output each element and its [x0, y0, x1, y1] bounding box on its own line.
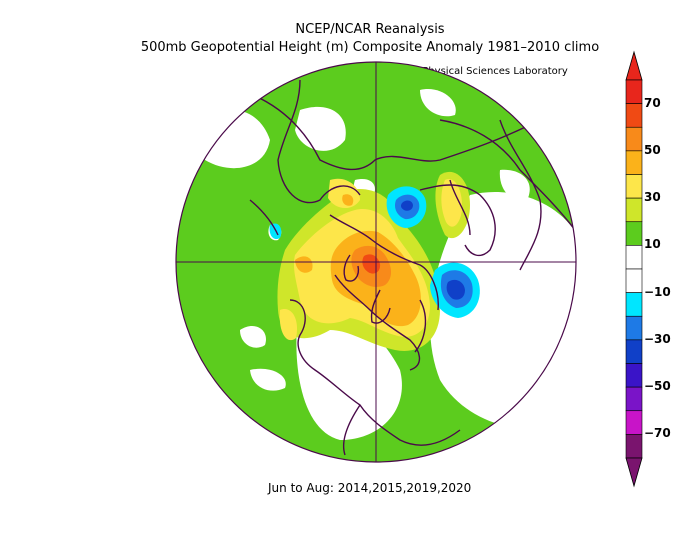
colorbar-swatch — [625, 434, 643, 459]
anomaly-50-70 — [342, 194, 354, 206]
colorbar-tick-label: −70 — [644, 426, 671, 441]
colorbar-swatch — [625, 150, 643, 175]
neutral-region — [499, 169, 530, 200]
colorbar-swatch — [625, 174, 643, 199]
colorbar-swatch — [625, 197, 643, 223]
neutral-region — [459, 338, 490, 364]
colorbar-swatch — [625, 292, 643, 317]
caption: Jun to Aug: 2014,2015,2019,2020 — [268, 481, 472, 495]
colorbar-min-arrow — [625, 457, 643, 488]
colorbar-swatch — [625, 79, 643, 104]
colorbar-swatch — [625, 315, 643, 341]
colorbar-swatch — [625, 103, 643, 128]
anomaly-50-70 — [295, 256, 313, 273]
colorbar-swatch — [625, 245, 643, 270]
colorbar-swatch — [625, 410, 643, 435]
anomaly-negative — [446, 279, 465, 300]
neutral-region — [430, 192, 576, 430]
anomaly-negative — [400, 200, 413, 211]
colorbar-swatch — [625, 363, 643, 388]
colorbar-max-arrow — [625, 50, 643, 81]
credit-label: NOAA Physical Sciences Laboratory — [390, 66, 568, 77]
neutral-region — [240, 325, 266, 348]
chart-title: NCEP/NCAR Reanalysis — [295, 22, 445, 37]
neutral-region — [420, 89, 456, 117]
colorbar-tick-label: 70 — [644, 95, 661, 110]
anomaly-30-50 — [279, 309, 298, 341]
coastlines — [239, 79, 576, 456]
colorbar-tick-label: 50 — [644, 142, 661, 157]
colorbar-swatch — [625, 386, 643, 412]
anomaly-30-50 — [441, 179, 463, 227]
colorbar-swatch — [625, 221, 643, 246]
colorbar-swatch — [625, 339, 643, 364]
colorbar-swatch — [625, 268, 643, 293]
colorbar-swatch — [625, 126, 643, 152]
chart-subtitle: 500mb Geopotential Height (m) Composite … — [140, 40, 600, 55]
colorbar-tick-label: −10 — [644, 284, 671, 299]
colorbar-tick-label: −50 — [644, 379, 671, 394]
map-boundary — [175, 61, 577, 463]
neutral-region — [250, 368, 286, 391]
colorbar-tick-label: −30 — [644, 331, 671, 346]
colorbar-tick-label: 10 — [644, 237, 661, 252]
colorbar-tick-label: 30 — [644, 190, 661, 205]
